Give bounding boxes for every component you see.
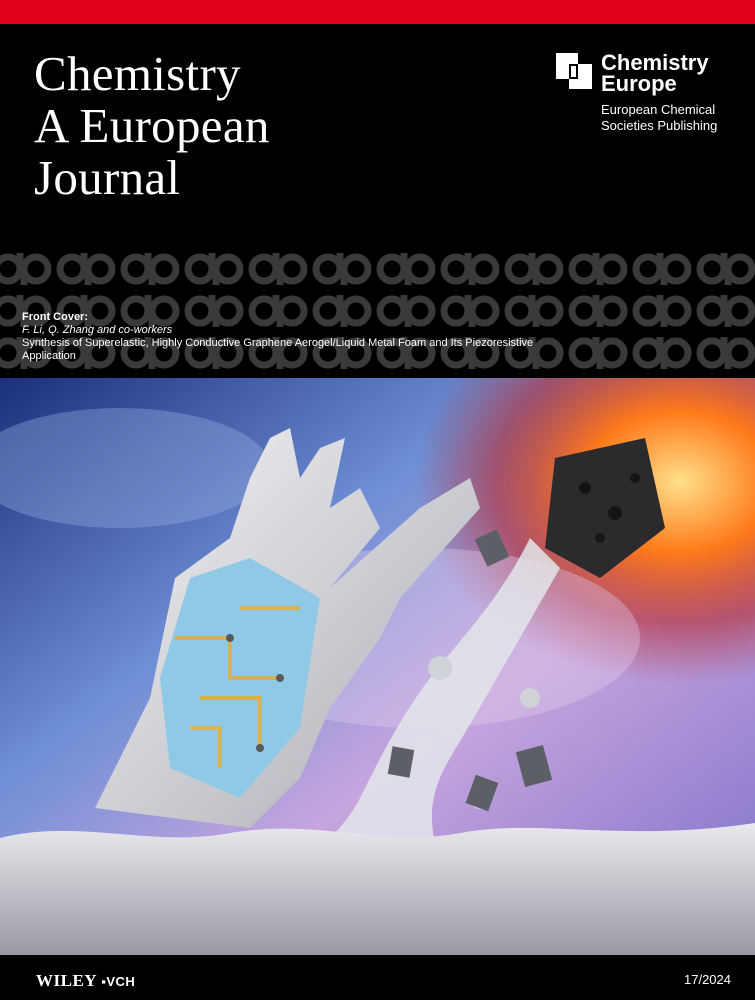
cover-authors: F. Li, Q. Zhang and co-workers — [22, 324, 173, 336]
top-red-bar — [0, 0, 755, 24]
liquid-metal-splash — [290, 529, 560, 898]
journal-title-line-3: Journal — [34, 150, 181, 205]
publisher-main: WILEY — [36, 971, 98, 990]
journal-title-line-1: Chemistry — [34, 46, 241, 101]
cover-article-info: Front Cover: F. Li, Q. Zhang and co-work… — [22, 311, 582, 363]
brand-name-line-2: Europe — [601, 71, 677, 96]
brand-subtitle-line-2: Societies Publishing — [601, 118, 718, 133]
aerogel-foam-block — [545, 438, 665, 578]
chemistry-europe-brand: Chemistry Europe European Chemical Socie… — [555, 52, 745, 142]
publisher-sub-dot: ▪ — [97, 974, 107, 989]
publisher-logo: WILEY ▪VCH — [36, 971, 135, 991]
front-cover-label: Front Cover: — [22, 311, 88, 323]
publisher-sub: VCH — [106, 974, 136, 989]
cover-footer: WILEY ▪VCH 17/2024 — [0, 955, 755, 1000]
issue-number: 17/2024 — [684, 972, 731, 987]
cover-artwork — [0, 378, 755, 955]
robotic-hand-illustration — [95, 428, 480, 828]
brand-name: Chemistry Europe — [601, 50, 709, 96]
brand-subtitle-line-1: European Chemical — [601, 102, 716, 117]
brand-subtitle: European Chemical Societies Publishing — [601, 102, 717, 134]
journal-title: Chemistry A European Journal — [34, 48, 270, 204]
brand-name-line-1: Chemistry — [601, 50, 709, 75]
cover-article-title: Synthesis of Superelastic, Highly Conduc… — [22, 337, 534, 362]
liquid-metal-surface — [0, 823, 755, 955]
pattern-row-1 — [0, 253, 752, 285]
chemistry-europe-logo-icon — [556, 53, 592, 89]
journal-title-line-2: A European — [34, 98, 270, 153]
